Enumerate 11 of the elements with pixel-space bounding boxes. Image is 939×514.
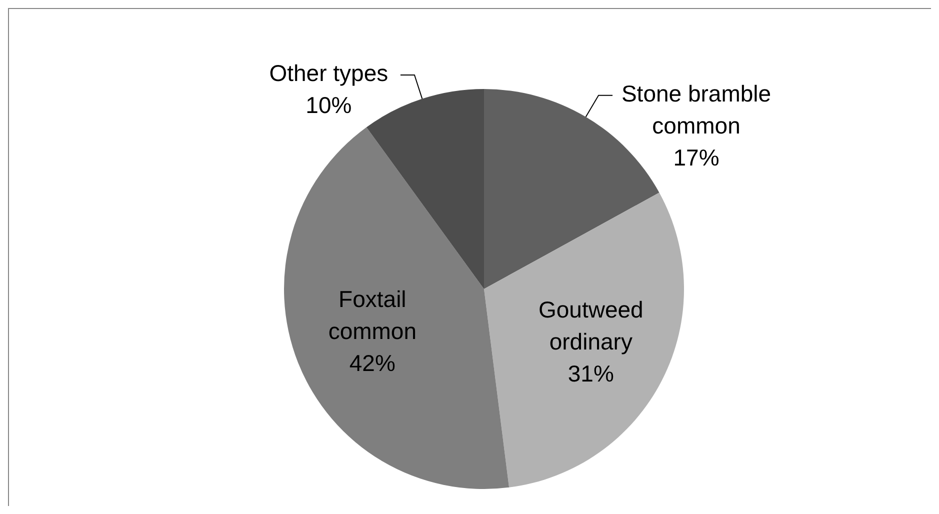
data-label: 31% xyxy=(568,360,614,387)
pie-slice xyxy=(484,192,684,488)
data-label: 10% xyxy=(306,92,352,118)
slice-label: Foxtail common xyxy=(328,286,417,344)
data-label: 17% xyxy=(673,144,720,170)
pie-slice xyxy=(366,89,484,289)
pie-slice xyxy=(284,127,510,489)
data-label: 42% xyxy=(349,350,396,376)
slice-label: Other types xyxy=(269,60,388,86)
slice-label: Stone bramble common xyxy=(621,80,772,138)
slice-label: Goutweed ordinary xyxy=(538,296,644,355)
